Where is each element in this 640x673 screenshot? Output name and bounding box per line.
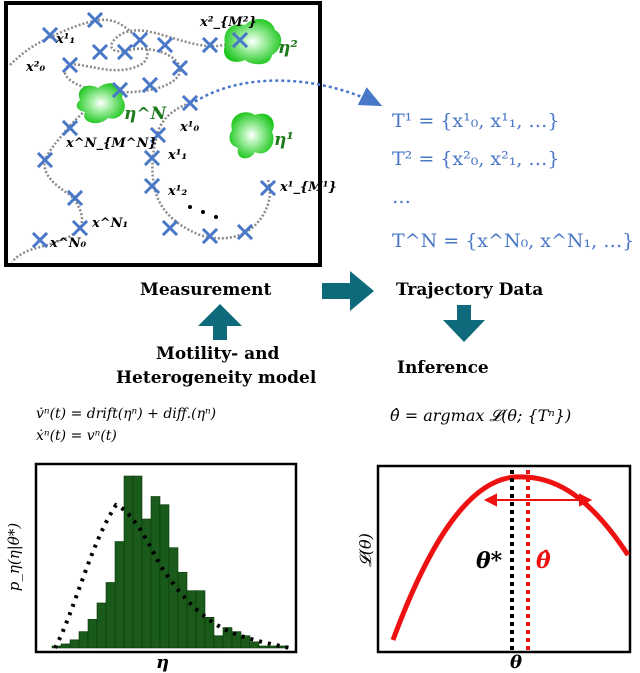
histogram-bar (96, 602, 107, 649)
cell-etaN (76, 83, 125, 124)
point-label: x¹₂ (168, 184, 188, 199)
histogram-bar (105, 582, 116, 649)
x-marker (141, 76, 159, 94)
x-marker (259, 179, 277, 197)
point-label: x^N₁ (92, 216, 129, 231)
point-label: x¹₀ (180, 120, 200, 135)
histogram-bar (177, 571, 188, 649)
histogram-bar (213, 635, 224, 649)
histogram-bar (168, 547, 179, 649)
point-label: x¹₁ (56, 32, 76, 47)
histogram-bar (69, 639, 80, 649)
histogram-bar (258, 645, 269, 649)
histogram-fit-curve (53, 502, 291, 650)
histogram-bar (123, 475, 134, 649)
histogram-bar (267, 645, 278, 649)
x-marker (131, 31, 149, 49)
cell-eta2 (224, 18, 282, 65)
x-marker (91, 43, 109, 61)
point-label: x¹_{M¹} (280, 180, 337, 195)
x-marker (149, 126, 167, 144)
width-arrow (483, 493, 593, 507)
point-label: x^N_{M^N} (66, 136, 157, 151)
point-label: x²_{M²} (200, 15, 257, 30)
estimator-equation: θ̂ = argmax 𝓛(θ; {Tⁿ}) (390, 406, 572, 425)
trajectory-extract-arrow (189, 79, 383, 107)
x-marker (143, 149, 161, 167)
trajectory-eq-2: T² = {x²₀, x²₁, …} (392, 148, 560, 170)
trajectory-1 (151, 101, 272, 240)
x-marker (111, 81, 129, 99)
histogram-bar (249, 641, 260, 649)
x-marker (86, 11, 104, 29)
x-marker (116, 43, 134, 61)
x-marker (66, 189, 84, 207)
trajectory-data-label: Trajectory Data (396, 280, 544, 300)
true-theta-label: θ* (476, 548, 503, 574)
motion-equation-2: ẋⁿ(t) = vⁿ(t) (36, 428, 117, 444)
histogram-bar (114, 541, 125, 649)
point-label: x^N₀ (50, 236, 87, 251)
likelihood-xlabel: θ (510, 652, 523, 673)
histogram-bar (60, 643, 71, 649)
histogram-bar (132, 475, 143, 649)
histogram-xlabel: η (156, 652, 170, 673)
x-marker (36, 151, 54, 169)
point-label: x²₀ (26, 60, 46, 75)
cell-label-eta2: η² (278, 38, 298, 58)
histogram-bars (51, 475, 287, 649)
measurement-points (31, 11, 277, 249)
trajectory-eq-1: T¹ = {x¹₀, x¹₁, …} (392, 110, 560, 132)
cell-label-etaN: η^N (124, 104, 167, 124)
trajectory-eq-dots: … (392, 186, 411, 208)
histogram-frame (34, 462, 298, 654)
histogram-bar (204, 616, 215, 649)
histogram-bar (150, 496, 161, 649)
x-marker (61, 56, 79, 74)
ellipsis-dots (188, 205, 218, 219)
histogram-bar (78, 631, 89, 649)
x-marker (171, 59, 189, 77)
histogram-bar (186, 590, 197, 649)
x-marker (143, 177, 161, 195)
point-label: x¹₁ (168, 148, 188, 163)
x-marker (161, 219, 179, 237)
measurement-frame (4, 1, 322, 267)
x-marker (201, 36, 219, 54)
cell-eta1 (229, 112, 274, 159)
x-marker (61, 119, 79, 137)
cell-label-eta1: η¹ (274, 130, 294, 150)
arrow-down (443, 305, 485, 342)
histogram-bar (87, 619, 98, 649)
histogram-bar (195, 590, 206, 649)
measurement-label: Measurement (140, 280, 272, 300)
x-marker (236, 223, 254, 241)
estimate-theta-label: θ̂ (536, 548, 551, 574)
x-marker (231, 31, 249, 49)
motion-equation-1: v̇ⁿ(t) = drift(ηⁿ) + diff.(ηⁿ) (36, 406, 217, 422)
x-marker (156, 36, 174, 54)
x-marker (201, 227, 219, 245)
likelihood-ylabel: 𝓛(θ) (356, 533, 375, 567)
arrow-up (198, 304, 242, 340)
x-marker (71, 219, 89, 237)
model-label-line1: Motility- and (156, 344, 280, 364)
x-marker (181, 94, 199, 112)
likelihood-frame (376, 464, 632, 654)
flow-arrows (198, 271, 485, 342)
inference-label: Inference (397, 358, 489, 378)
x-marker (41, 26, 59, 44)
histogram-bar (141, 518, 152, 649)
trajectory-eq-N: T^N = {x^N₀, x^N₁, …} (392, 230, 635, 252)
x-marker (31, 231, 49, 249)
histogram-ylabel: p_η(η|θ*) (5, 522, 23, 592)
arrow-right (322, 271, 374, 311)
model-label-line2: Heterogeneity model (116, 368, 317, 388)
likelihood-curve (390, 474, 631, 641)
